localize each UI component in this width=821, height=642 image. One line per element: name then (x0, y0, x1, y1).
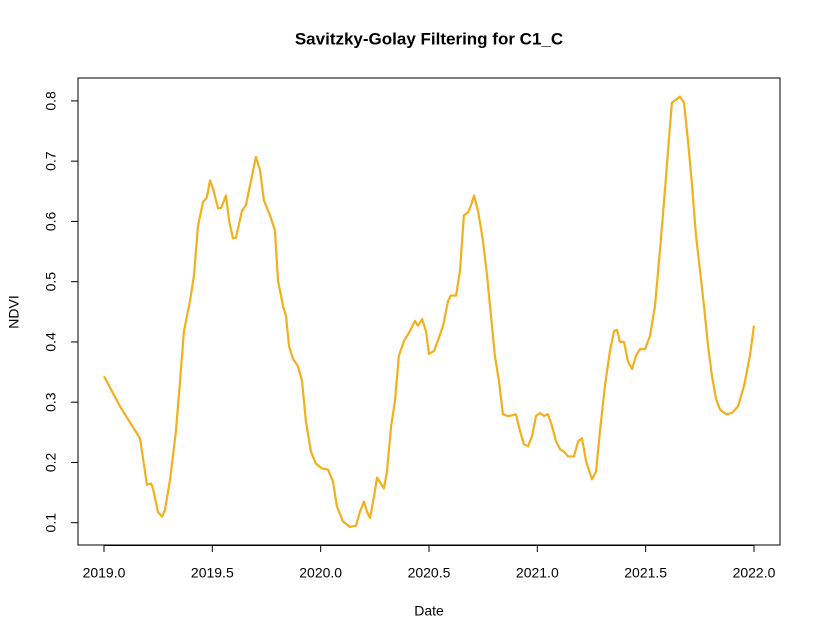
x-tick-label: 2019.0 (83, 565, 126, 581)
ndvi-line (103, 95, 756, 529)
x-tick-label: 2020.0 (299, 565, 342, 581)
y-tick-label: 0.1 (43, 513, 59, 533)
x-tick-label: 2021.5 (624, 565, 667, 581)
y-tick-label: 0.4 (43, 332, 59, 352)
y-tick-label: 0.7 (43, 151, 59, 171)
chart-title: Savitzky-Golay Filtering for C1_C (295, 29, 563, 48)
x-tick-label: 2021.0 (516, 565, 559, 581)
y-tick-label: 0.8 (43, 91, 59, 111)
x-tick-label: 2022.0 (733, 565, 776, 581)
x-tick-label: 2019.5 (191, 565, 234, 581)
y-tick-label: 0.6 (43, 211, 59, 231)
x-axis-label: Date (414, 603, 444, 619)
y-tick-label: 0.2 (43, 453, 59, 473)
y-tick-label: 0.3 (43, 392, 59, 412)
x-tick-label: 2020.5 (408, 565, 451, 581)
y-axis-label: NDVI (6, 295, 22, 328)
y-tick-label: 0.5 (43, 272, 59, 292)
